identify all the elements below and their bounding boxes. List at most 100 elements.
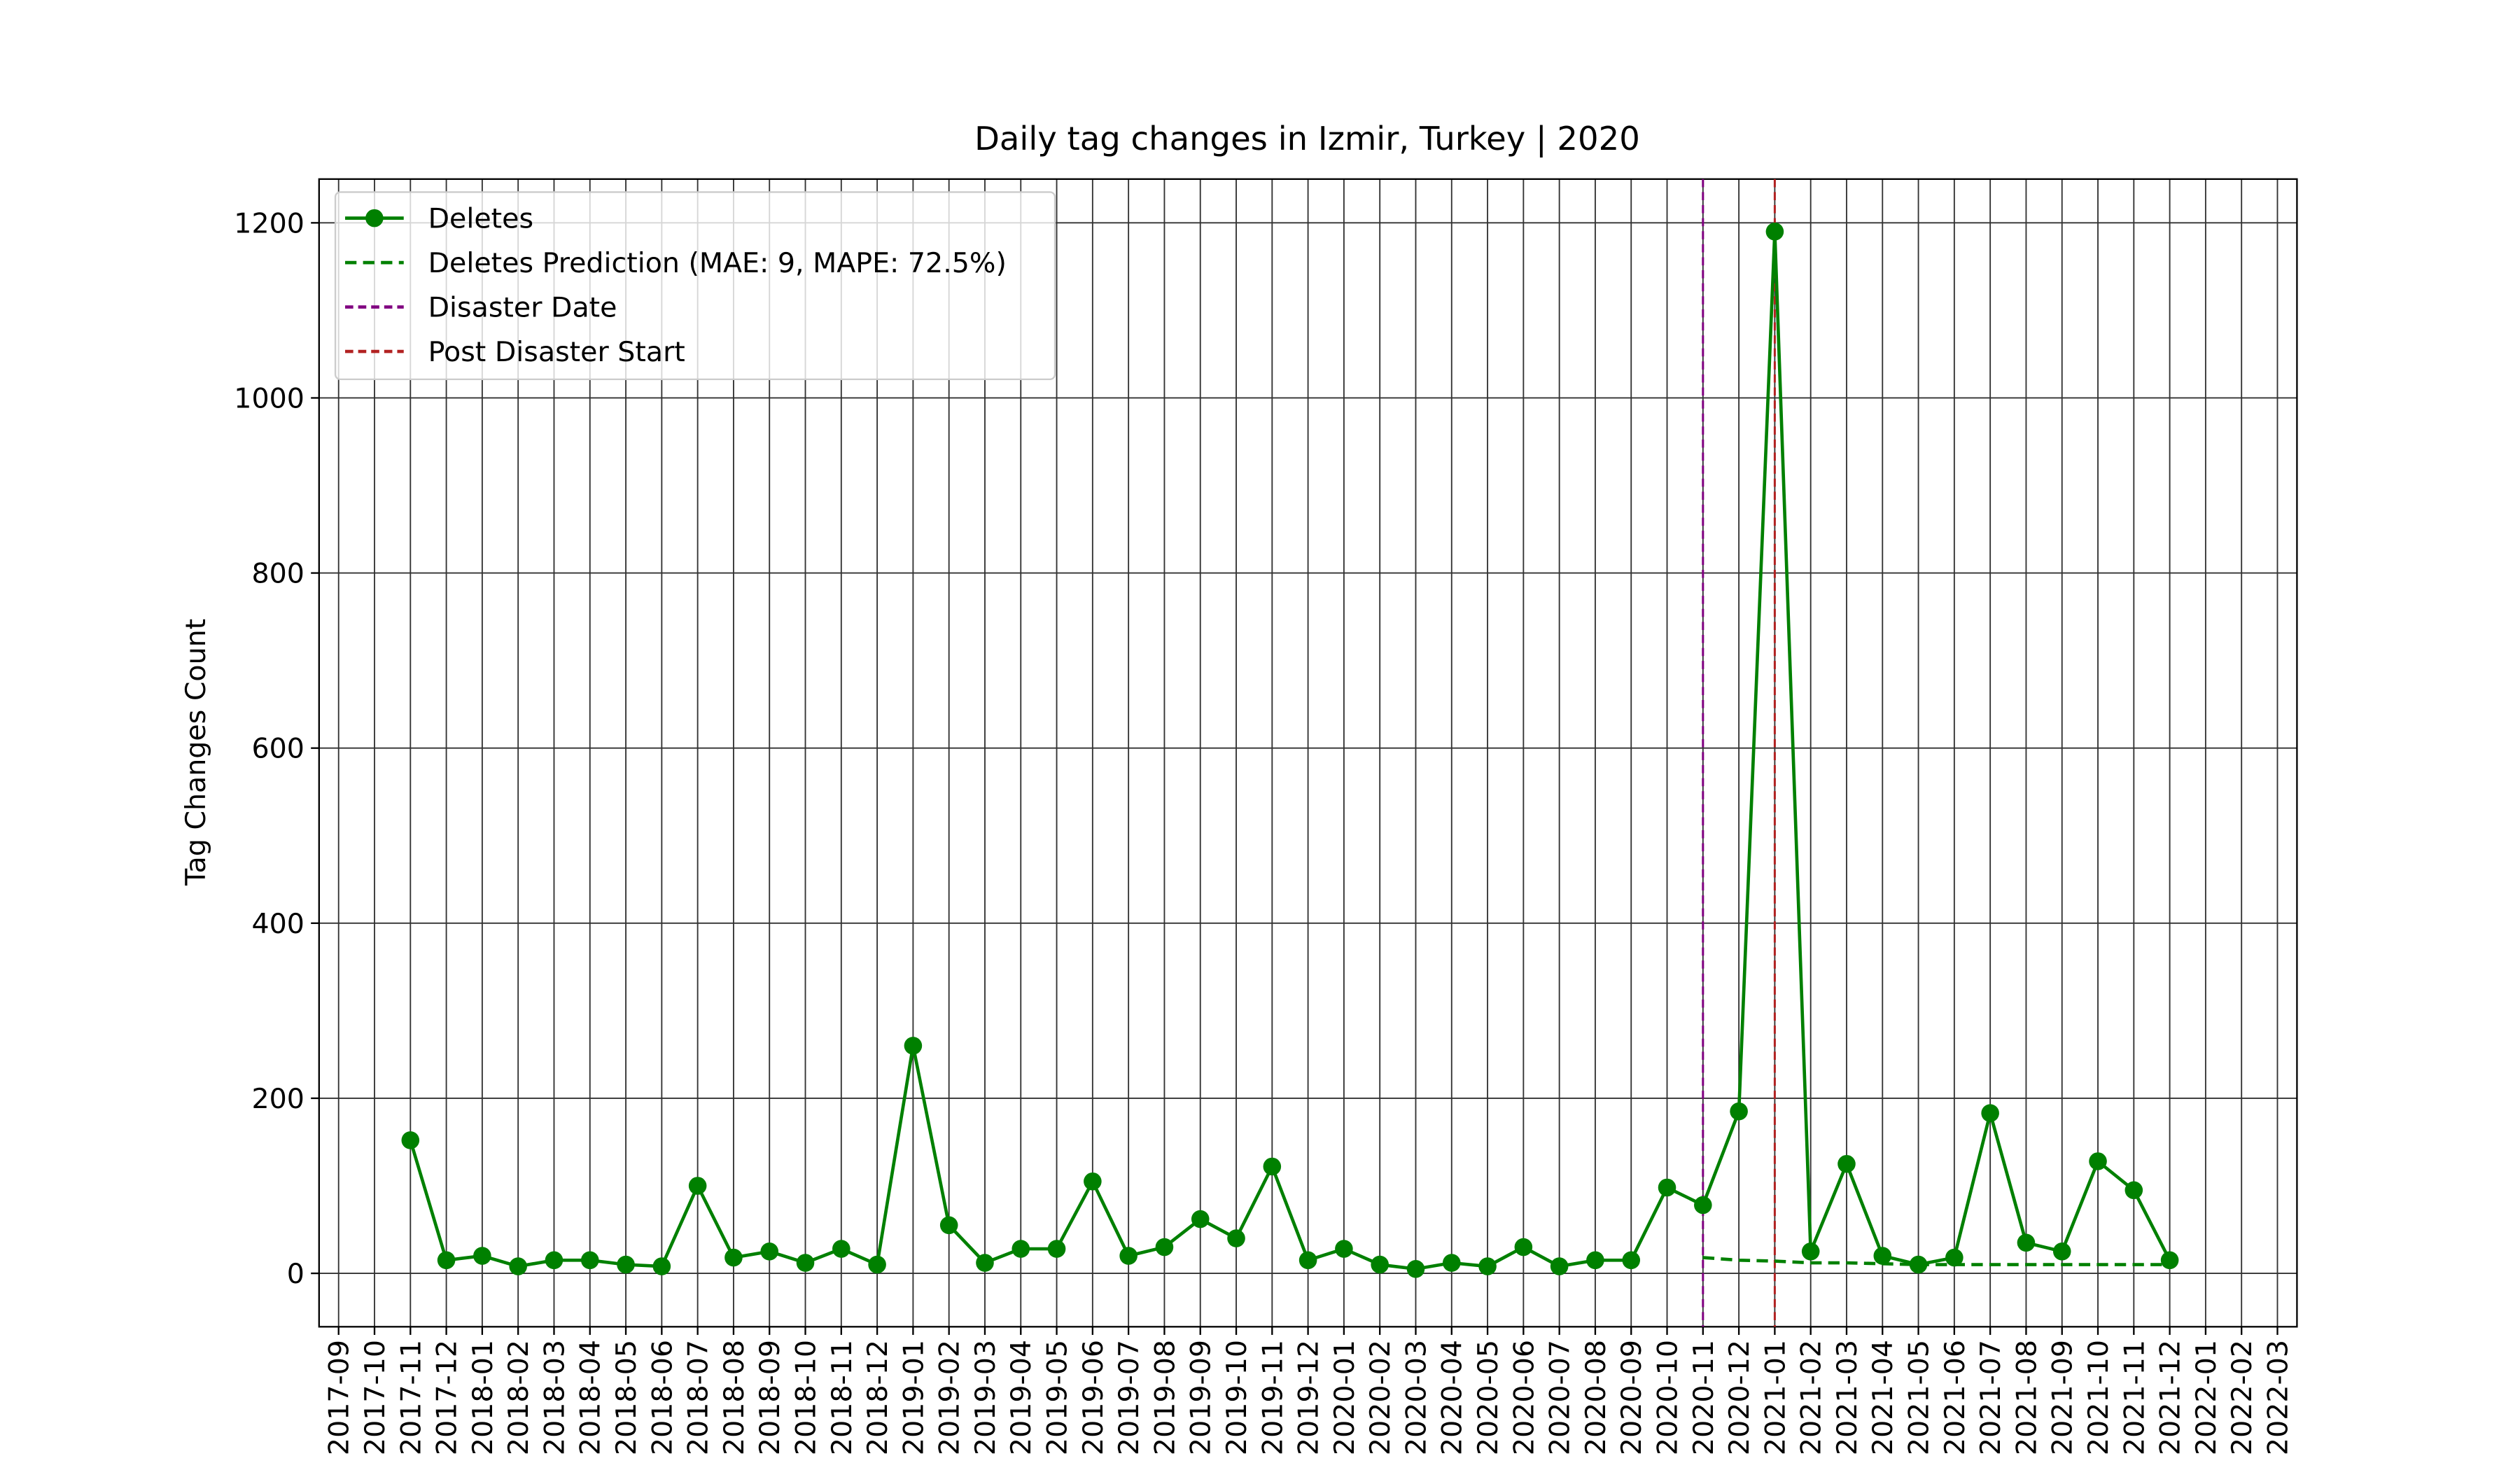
x-tick-label: 2018-08 [718, 1340, 750, 1455]
x-tick-label: 2020-11 [1688, 1340, 1720, 1455]
y-tick-label: 1200 [234, 207, 304, 239]
marker [1765, 223, 1784, 241]
x-tick-label: 2020-02 [1364, 1340, 1396, 1455]
marker [1298, 1251, 1317, 1270]
x-tick-label: 2018-09 [754, 1340, 786, 1455]
x-tick-label: 2018-07 [682, 1340, 715, 1455]
marker [617, 1255, 635, 1274]
marker [724, 1248, 743, 1267]
x-tick-label: 2019-02 [934, 1340, 966, 1455]
marker [1084, 1172, 1102, 1191]
marker [1981, 1104, 1999, 1122]
x-tick-label: 2019-03 [969, 1340, 1002, 1455]
legend-label: Deletes Prediction (MAE: 9, MAPE: 72.5%) [428, 247, 1007, 279]
y-tick-label: 1000 [234, 382, 304, 414]
marker [1945, 1248, 1963, 1267]
series-line [1702, 1256, 2170, 1266]
marker [1694, 1196, 1712, 1214]
x-tick-label: 2021-09 [2047, 1340, 2079, 1455]
x-tick-label: 2018-02 [503, 1340, 535, 1455]
marker [1873, 1247, 1892, 1265]
marker [1478, 1257, 1497, 1275]
x-tick-label: 2020-06 [1508, 1340, 1540, 1455]
marker [904, 1037, 923, 1055]
x-tick-label: 2019-01 [897, 1340, 930, 1455]
marker [1514, 1238, 1533, 1256]
x-tick-label: 2020-08 [1580, 1340, 1612, 1455]
x-tick-label: 2017-12 [431, 1340, 463, 1455]
y-tick-label: 0 [287, 1258, 304, 1290]
marker [688, 1177, 707, 1195]
x-tick-label: 2018-10 [790, 1340, 822, 1455]
marker [1658, 1178, 1676, 1197]
x-tick-label: 2021-06 [1939, 1340, 1971, 1455]
x-tick-label: 2020-01 [1329, 1340, 1361, 1455]
marker [1227, 1229, 1245, 1247]
legend-marker [365, 209, 384, 227]
x-tick-label: 2018-06 [646, 1340, 678, 1455]
y-tick-label: 400 [251, 908, 304, 940]
x-tick-label: 2021-11 [2118, 1340, 2150, 1455]
x-tick-label: 2021-08 [2010, 1340, 2043, 1455]
series-line [409, 231, 2171, 1271]
marker [976, 1254, 994, 1272]
x-tick-label: 2019-08 [1149, 1340, 1181, 1455]
x-tick-label: 2018-01 [467, 1340, 499, 1455]
y-tick-label: 200 [251, 1083, 304, 1115]
x-tick-label: 2018-11 [826, 1340, 858, 1455]
marker [1335, 1240, 1353, 1258]
marker [2017, 1233, 2036, 1252]
x-tick-label: 2021-12 [2155, 1340, 2187, 1455]
x-tick-label: 2017-11 [395, 1340, 427, 1455]
x-tick-label: 2018-04 [575, 1340, 607, 1455]
marker [2160, 1251, 2179, 1270]
marker [1730, 1102, 1748, 1121]
marker [2052, 1242, 2071, 1261]
x-tick-label: 2021-01 [1759, 1340, 1791, 1455]
marker [437, 1251, 456, 1270]
x-tick-label: 2018-03 [538, 1340, 570, 1455]
x-tick-label: 2020-10 [1651, 1340, 1684, 1455]
x-tick-label: 2020-05 [1472, 1340, 1504, 1455]
x-tick-label: 2022-03 [2262, 1340, 2294, 1455]
marker [1119, 1247, 1138, 1265]
marker [545, 1251, 564, 1270]
x-tick-label: 2019-11 [1256, 1340, 1289, 1455]
x-tick-label: 2019-07 [1113, 1340, 1145, 1455]
marker [1442, 1254, 1461, 1272]
legend-label: Post Disaster Start [428, 336, 685, 368]
x-tick-label: 2022-01 [2190, 1340, 2222, 1455]
marker [1011, 1240, 1030, 1258]
x-tick-label: 2020-09 [1616, 1340, 1648, 1455]
marker [473, 1247, 491, 1265]
x-tick-label: 2021-10 [2082, 1340, 2115, 1455]
marker [652, 1257, 671, 1275]
x-tick-label: 2021-03 [1831, 1340, 1863, 1455]
legend-label: Disaster Date [428, 292, 617, 324]
marker [868, 1255, 886, 1274]
marker [1191, 1210, 1210, 1228]
x-tick-label: 2020-04 [1436, 1340, 1469, 1455]
marker [509, 1257, 527, 1275]
marker [580, 1251, 599, 1270]
x-tick-label: 2021-05 [1903, 1340, 1935, 1455]
x-tick-label: 2021-07 [1975, 1340, 2007, 1455]
marker [1371, 1255, 1389, 1274]
y-axis-label: Tag Changes Count [180, 619, 212, 886]
marker [1406, 1260, 1425, 1278]
x-tick-label: 2020-07 [1544, 1340, 1576, 1455]
x-tick-label: 2021-04 [1867, 1340, 1899, 1455]
marker [1047, 1240, 1066, 1258]
marker [1550, 1257, 1569, 1275]
x-tick-label: 2020-03 [1400, 1340, 1432, 1455]
marker [939, 1216, 958, 1235]
plot-frame [318, 178, 2298, 1328]
marker [1837, 1154, 1856, 1173]
x-tick-label: 2019-05 [1042, 1340, 1074, 1455]
x-tick-label: 2020-12 [1723, 1340, 1756, 1455]
x-tick-label: 2021-02 [1795, 1340, 1828, 1455]
marker [1622, 1251, 1641, 1270]
x-tick-label: 2018-05 [610, 1340, 643, 1455]
marker [1155, 1238, 1174, 1256]
